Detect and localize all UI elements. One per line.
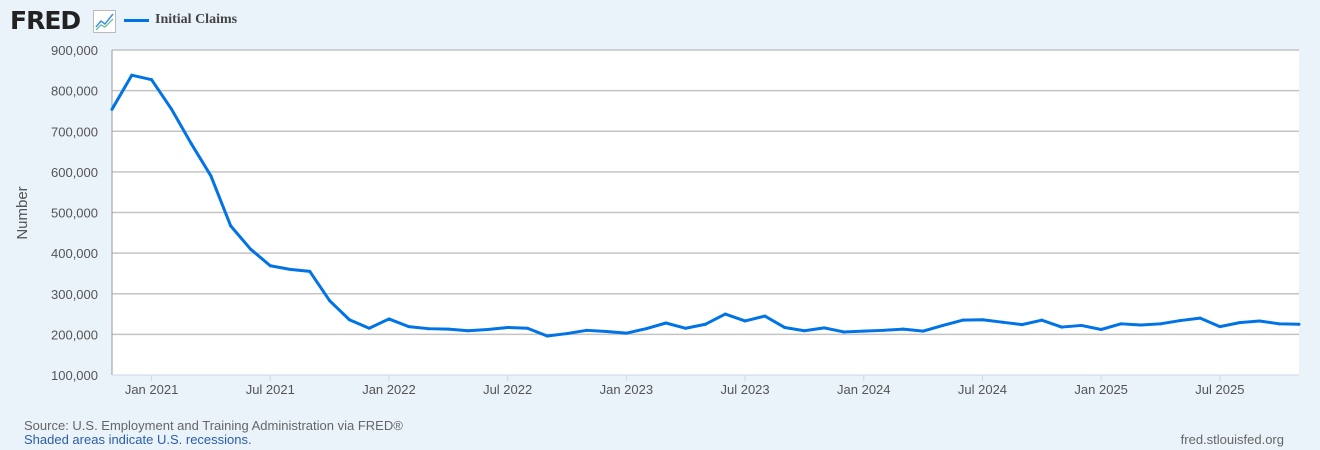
x-tick-label: Jan 2025 (1074, 382, 1128, 397)
data-point (882, 328, 886, 332)
data-point (506, 325, 510, 329)
y-tick-label: 800,000 (51, 84, 98, 99)
data-point (980, 318, 984, 322)
data-point (288, 267, 292, 271)
data-point (486, 328, 490, 331)
data-point (1079, 323, 1083, 327)
data-point (1020, 323, 1024, 327)
data-point (466, 329, 470, 333)
data-point (1099, 328, 1103, 331)
fred-url[interactable]: fred.stlouisfed.org (1180, 432, 1284, 447)
y-tick-label: 500,000 (51, 206, 98, 221)
data-point (1178, 319, 1182, 323)
data-point (1297, 322, 1301, 326)
data-point (1000, 320, 1004, 324)
recession-note[interactable]: Shaded areas indicate U.S. recessions. (24, 432, 252, 447)
data-point (328, 299, 332, 303)
data-point (545, 334, 549, 338)
data-point (268, 264, 272, 268)
data-point (1159, 322, 1163, 326)
data-point (446, 327, 450, 331)
data-point (1139, 323, 1143, 327)
data-point (1238, 321, 1242, 325)
data-point (921, 329, 925, 333)
data-point (189, 141, 193, 145)
data-point (1119, 322, 1123, 326)
data-point (347, 318, 351, 322)
data-point (624, 331, 628, 335)
y-tick-label: 300,000 (51, 287, 98, 302)
data-point (1060, 325, 1064, 329)
data-point (209, 174, 213, 178)
data-point (941, 323, 945, 327)
source-note: Source: U.S. Employment and Training Adm… (24, 418, 403, 433)
data-point (1218, 325, 1222, 329)
chart-icon (93, 10, 116, 33)
legend-label: Initial Claims (155, 12, 238, 27)
y-axis-label: Number (14, 186, 31, 239)
x-tick-label: Jul 2022 (483, 382, 532, 397)
y-tick-label: 100,000 (51, 368, 98, 383)
data-point (605, 330, 609, 334)
data-point (743, 319, 747, 323)
y-tick-label: 900,000 (51, 43, 98, 58)
data-point (407, 325, 411, 329)
fred-logo[interactable]: FRED (10, 6, 81, 35)
data-point (1198, 316, 1202, 320)
data-point (704, 322, 707, 326)
data-point (842, 330, 846, 334)
y-tick-label: 700,000 (51, 124, 98, 139)
data-point (961, 318, 965, 322)
data-point (822, 326, 826, 330)
data-point (169, 107, 173, 111)
data-point (1040, 318, 1044, 322)
x-tick-label: Jan 2022 (362, 382, 416, 397)
x-tick-label: Jul 2025 (1195, 382, 1244, 397)
y-tick-label: 400,000 (51, 246, 98, 261)
data-point (862, 329, 866, 333)
data-point (723, 312, 727, 316)
data-point (387, 317, 391, 321)
data-point (585, 328, 589, 332)
data-point (783, 325, 787, 329)
data-point (427, 327, 431, 331)
data-point (1257, 319, 1261, 323)
x-tick-label: Jul 2021 (246, 382, 295, 397)
data-point (367, 326, 371, 330)
legend: Initial Claims (124, 12, 237, 28)
data-point (110, 107, 114, 111)
data-point (229, 224, 233, 228)
data-point (901, 327, 905, 331)
legend-swatch (124, 18, 149, 22)
data-point (763, 314, 767, 318)
y-tick-label: 600,000 (51, 165, 98, 180)
data-point (644, 327, 648, 331)
data-point (1277, 322, 1281, 326)
data-point (130, 73, 134, 77)
data-point (525, 326, 529, 330)
data-point (565, 332, 569, 336)
x-tick-label: Jul 2023 (720, 382, 769, 397)
x-tick-label: Jan 2023 (600, 382, 654, 397)
data-point (802, 329, 806, 333)
x-tick-label: Jul 2024 (958, 382, 1007, 397)
y-tick-label: 200,000 (51, 327, 98, 342)
x-tick-label: Jan 2024 (837, 382, 891, 397)
data-point (150, 78, 154, 82)
data-point (248, 247, 252, 251)
data-point (308, 269, 312, 273)
x-tick-label: Jan 2021 (125, 382, 179, 397)
data-point (684, 326, 688, 330)
data-point (664, 321, 668, 325)
